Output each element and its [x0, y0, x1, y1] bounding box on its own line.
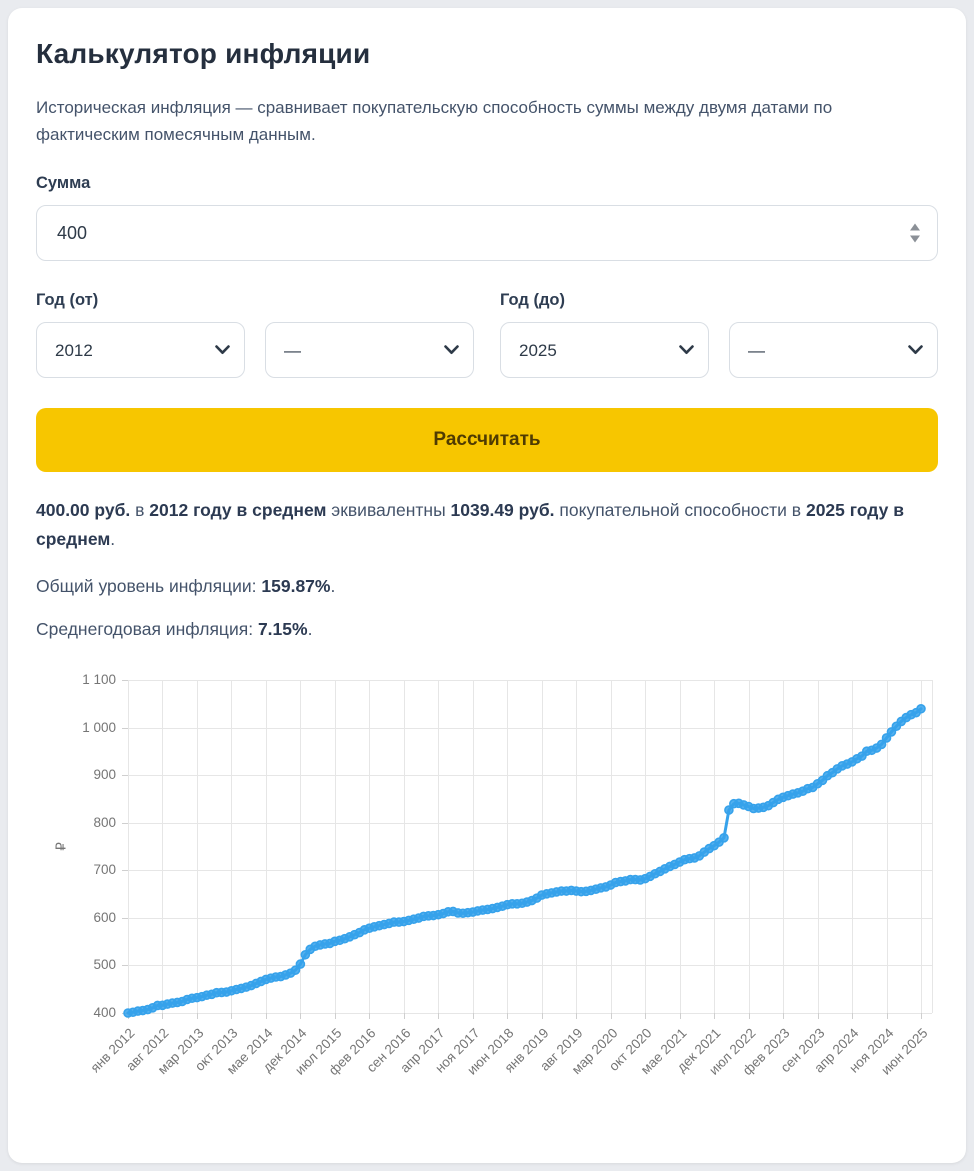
year-from-select[interactable]: 2012 [36, 322, 245, 378]
inflation-calculator-card: Калькулятор инфляции Историческая инфляц… [8, 8, 966, 1163]
amount-field [36, 205, 938, 261]
total-inflation-value: 159.87% [261, 576, 331, 596]
month-from-select-wrap: — [265, 322, 474, 378]
spinner-down-icon[interactable] [910, 235, 920, 243]
year-from-label: Год (от) [36, 291, 99, 309]
inflation-chart[interactable] [36, 660, 938, 1112]
year-to-select-wrap: 2025 [500, 322, 709, 378]
annual-inflation-value: 7.15% [257, 619, 308, 639]
amount-label: Сумма [36, 174, 91, 192]
amount-spinner [910, 223, 920, 243]
month-to-select[interactable]: — [729, 322, 938, 378]
calculate-button[interactable]: Рассчитать [36, 408, 938, 472]
spinner-up-icon[interactable] [910, 223, 920, 231]
year-range-row: Год (от) 2012 — [36, 291, 938, 378]
amount-input[interactable] [36, 205, 938, 261]
year-from-group: Год (от) 2012 — [36, 291, 474, 378]
calculator-description: Историческая инфляция — сравнивает покуп… [36, 98, 833, 144]
total-inflation-label: Общий уровень инфляции: [36, 576, 262, 596]
month-from-select[interactable]: — [265, 322, 474, 378]
annual-inflation-text: Среднегодовая инфляция: 7.15%. [36, 619, 313, 639]
year-to-label: Год (до) [500, 291, 565, 309]
year-to-group: Год (до) 2025 — [500, 291, 938, 378]
page-title: Калькулятор инфляции [36, 38, 371, 69]
inflation-chart-container [36, 660, 938, 1112]
year-to-select[interactable]: 2025 [500, 322, 709, 378]
result-text: 400.00 руб. в 2012 году в среднем эквива… [36, 500, 904, 549]
month-to-select-wrap: — [729, 322, 938, 378]
annual-inflation-label: Среднегодовая инфляция: [36, 619, 258, 639]
year-from-select-wrap: 2012 [36, 322, 245, 378]
total-inflation-text: Общий уровень инфляции: 159.87%. [36, 576, 336, 596]
